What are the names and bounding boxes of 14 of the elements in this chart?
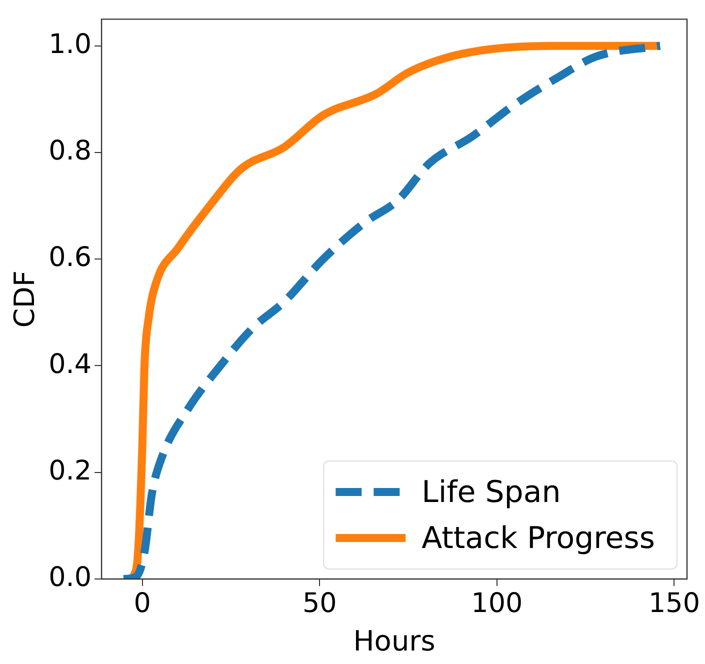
legend-label: Attack Progress <box>422 520 656 556</box>
y-tick-label: 0.0 <box>48 562 92 594</box>
x-tick-label: 0 <box>134 588 151 620</box>
x-tick-label: 150 <box>648 588 700 620</box>
y-tick-label: 0.4 <box>48 348 92 380</box>
legend-label: Life Span <box>422 474 561 510</box>
y-tick-label: 1.0 <box>48 28 92 60</box>
x-tick-label: 50 <box>302 588 337 620</box>
y-tick-label: 0.8 <box>48 136 92 166</box>
y-tick-label: 0.2 <box>48 455 92 486</box>
y-tick-label: 0.6 <box>48 242 92 274</box>
x-tick-label: 100 <box>471 588 523 620</box>
y-axis-title: CDF <box>8 270 42 328</box>
x-axis-title: Hours <box>353 624 436 658</box>
